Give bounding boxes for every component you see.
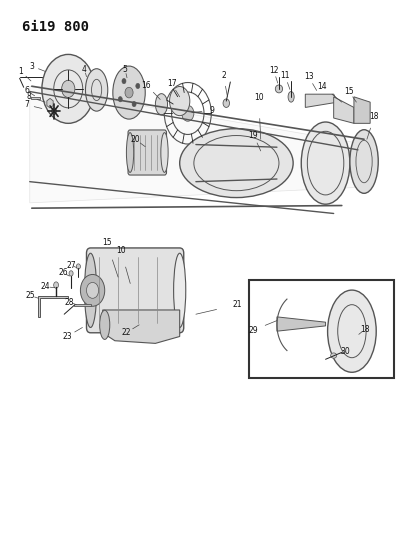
Text: 28: 28 (65, 297, 74, 306)
Ellipse shape (288, 92, 294, 102)
Text: 3: 3 (29, 62, 34, 70)
Ellipse shape (155, 94, 168, 115)
Text: 6: 6 (24, 86, 29, 95)
Text: 11: 11 (280, 71, 290, 80)
Text: 1: 1 (18, 67, 23, 76)
Text: 20: 20 (130, 135, 140, 144)
Text: 2: 2 (221, 71, 226, 80)
Text: 15: 15 (344, 87, 354, 96)
Circle shape (182, 106, 194, 121)
Polygon shape (305, 94, 338, 108)
FancyBboxPatch shape (86, 248, 184, 333)
Text: 15: 15 (102, 238, 111, 247)
Circle shape (132, 101, 136, 107)
Circle shape (86, 282, 99, 298)
Ellipse shape (330, 353, 337, 358)
Circle shape (62, 80, 75, 98)
Polygon shape (47, 99, 53, 108)
Text: 16: 16 (142, 80, 151, 90)
Circle shape (52, 108, 56, 114)
Polygon shape (334, 97, 354, 123)
Text: 23: 23 (62, 332, 72, 341)
Circle shape (54, 282, 58, 288)
Polygon shape (103, 310, 180, 343)
Text: 12: 12 (269, 66, 278, 75)
Text: 25: 25 (26, 291, 35, 300)
Text: 24: 24 (40, 282, 50, 291)
Circle shape (76, 264, 80, 269)
Text: 30: 30 (340, 347, 350, 356)
Text: 29: 29 (248, 326, 258, 335)
Ellipse shape (100, 310, 110, 340)
Text: 10: 10 (254, 93, 264, 102)
Text: 19: 19 (248, 131, 258, 140)
Text: 27: 27 (66, 261, 76, 270)
Circle shape (122, 78, 126, 84)
Text: 6i19 800: 6i19 800 (22, 20, 89, 34)
Circle shape (80, 274, 105, 306)
Polygon shape (354, 97, 370, 123)
Bar (248, 280, 395, 378)
Ellipse shape (350, 130, 378, 193)
Ellipse shape (301, 122, 350, 204)
Text: 17: 17 (167, 79, 176, 88)
Ellipse shape (113, 66, 145, 119)
Ellipse shape (84, 253, 97, 327)
Text: 9: 9 (210, 106, 215, 115)
Polygon shape (30, 86, 366, 203)
Ellipse shape (275, 85, 283, 93)
Ellipse shape (170, 86, 190, 116)
Text: 26: 26 (58, 268, 68, 277)
Text: 5: 5 (122, 64, 127, 74)
Text: 4: 4 (82, 64, 87, 74)
Polygon shape (74, 304, 91, 306)
Ellipse shape (126, 133, 134, 172)
Ellipse shape (85, 69, 108, 111)
Text: 10: 10 (116, 246, 126, 255)
Text: 18: 18 (369, 112, 379, 122)
Text: 18: 18 (361, 325, 370, 334)
Text: 8: 8 (27, 92, 31, 101)
Text: 22: 22 (122, 328, 131, 337)
Circle shape (125, 87, 133, 98)
Circle shape (136, 83, 140, 88)
Text: 21: 21 (233, 300, 242, 309)
FancyBboxPatch shape (128, 130, 166, 175)
Ellipse shape (174, 253, 186, 327)
Text: 13: 13 (304, 72, 313, 81)
Text: 7: 7 (24, 100, 29, 109)
Circle shape (118, 96, 122, 102)
Ellipse shape (180, 128, 293, 198)
Circle shape (223, 99, 230, 108)
Polygon shape (31, 97, 40, 100)
Circle shape (42, 54, 95, 123)
Text: 14: 14 (317, 82, 327, 91)
Circle shape (69, 271, 73, 276)
Polygon shape (38, 296, 68, 317)
Ellipse shape (161, 133, 168, 172)
Polygon shape (277, 317, 326, 331)
Ellipse shape (328, 290, 376, 372)
